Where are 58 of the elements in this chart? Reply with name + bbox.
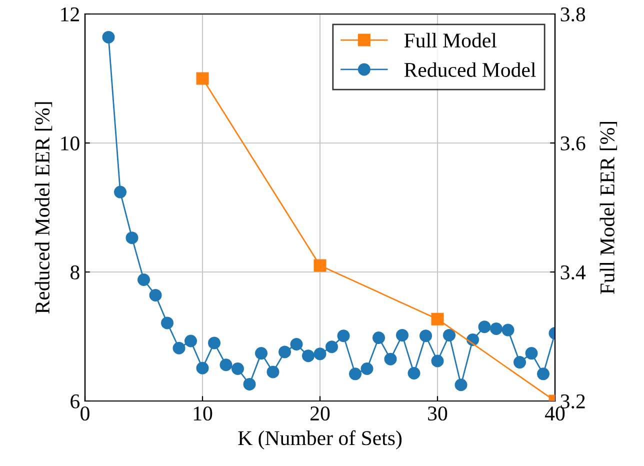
y-axis-title: Reduced Model EER [%]: [34, 102, 52, 314]
point: [431, 354, 444, 368]
point: [525, 347, 538, 360]
y2-tick-label: 3.6: [560, 136, 586, 151]
point: [114, 186, 126, 198]
point: [420, 330, 432, 342]
point: [490, 322, 502, 336]
point: [514, 356, 526, 369]
point: [314, 348, 326, 360]
point: [431, 312, 444, 326]
point: [478, 320, 491, 334]
point: [220, 358, 232, 372]
y-tick-label: 6: [70, 394, 80, 408]
y2-tick-label: 3.8: [560, 7, 586, 22]
point: [172, 342, 186, 354]
x-tick-label: 20: [310, 406, 330, 421]
point: [537, 368, 550, 380]
point: [372, 332, 385, 344]
y-tick-label: 8: [70, 265, 80, 280]
point: [149, 288, 162, 302]
point: [266, 366, 280, 378]
point: [196, 362, 209, 374]
point: [302, 350, 314, 362]
point: [443, 328, 456, 342]
point: [337, 330, 350, 342]
y2-tick-label: 3.4: [560, 265, 586, 280]
x-tick-label: 10: [194, 406, 212, 421]
point: [349, 368, 362, 380]
point: [243, 378, 256, 390]
y-tick-label: 12: [61, 7, 79, 22]
y2-tick-label: 3.2: [560, 394, 585, 409]
point: [184, 334, 197, 348]
legend-label: Reduced Model: [404, 62, 536, 77]
point: [161, 316, 174, 330]
point: [454, 378, 468, 392]
point: [384, 352, 397, 366]
point: [278, 346, 291, 358]
point: [326, 340, 338, 354]
point: [102, 30, 115, 44]
legend-label: Full Model: [404, 32, 497, 48]
point: [126, 232, 138, 244]
point: [290, 338, 303, 350]
y-tick-label: 10: [61, 136, 80, 150]
point: [196, 72, 209, 85]
point: [255, 347, 268, 360]
point: [314, 259, 326, 272]
point: [396, 328, 408, 342]
x-tick-label: 40: [544, 406, 565, 421]
point: [360, 362, 374, 375]
y2-axis-title: Full Model EER [%]: [600, 122, 618, 294]
point: [502, 324, 514, 336]
x-axis-title: K (Number of Sets): [238, 430, 402, 450]
point: [408, 367, 420, 380]
point: [138, 273, 150, 286]
x-tick-label: 0: [80, 406, 90, 421]
point: [208, 336, 220, 350]
x-tick-label: 30: [428, 406, 448, 421]
point: [232, 362, 244, 375]
